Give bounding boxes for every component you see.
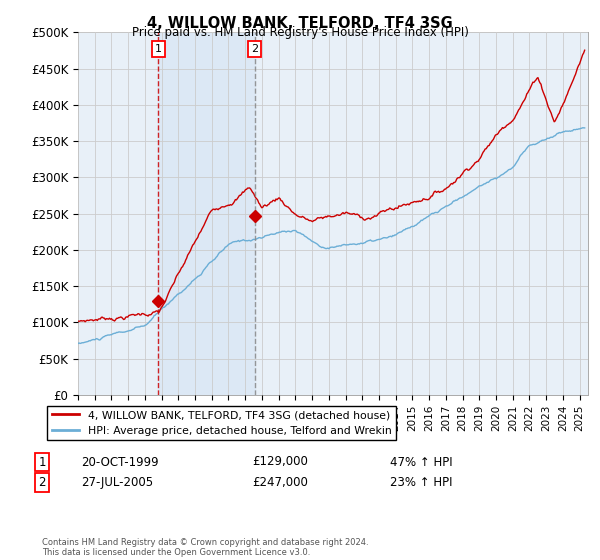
Text: 47% ↑ HPI: 47% ↑ HPI [390, 455, 452, 469]
Text: 27-JUL-2005: 27-JUL-2005 [81, 476, 153, 489]
Text: £129,000: £129,000 [252, 455, 308, 469]
Text: 2: 2 [38, 476, 46, 489]
Text: 1: 1 [155, 44, 162, 54]
Text: 20-OCT-1999: 20-OCT-1999 [81, 455, 158, 469]
Legend: 4, WILLOW BANK, TELFORD, TF4 3SG (detached house), HPI: Average price, detached : 4, WILLOW BANK, TELFORD, TF4 3SG (detach… [47, 406, 395, 440]
Text: 1: 1 [38, 455, 46, 469]
Bar [158, 32, 255, 395]
Text: Price paid vs. HM Land Registry's House Price Index (HPI): Price paid vs. HM Land Registry's House … [131, 26, 469, 39]
Text: £247,000: £247,000 [252, 476, 308, 489]
Text: 2: 2 [251, 44, 259, 54]
Text: Contains HM Land Registry data © Crown copyright and database right 2024.
This d: Contains HM Land Registry data © Crown c… [42, 538, 368, 557]
Text: 4, WILLOW BANK, TELFORD, TF4 3SG: 4, WILLOW BANK, TELFORD, TF4 3SG [147, 16, 453, 31]
Text: 23% ↑ HPI: 23% ↑ HPI [390, 476, 452, 489]
